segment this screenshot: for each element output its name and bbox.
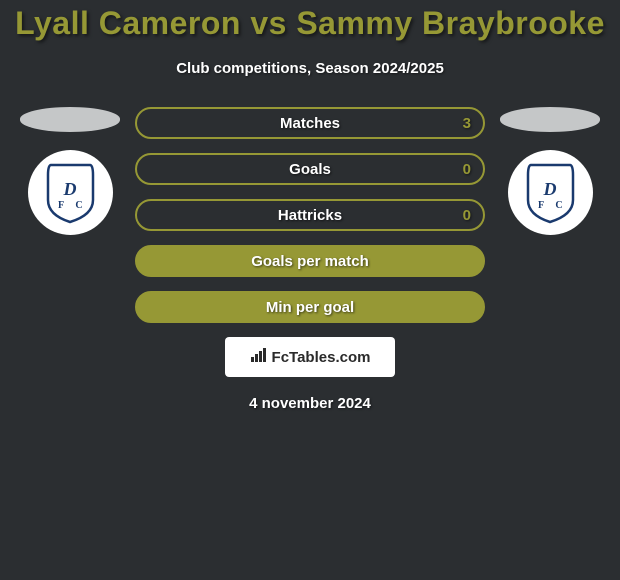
player-right-avatar bbox=[500, 107, 600, 132]
club-badge-left: D F C bbox=[28, 150, 113, 235]
brand-text: FcTables.com bbox=[272, 349, 371, 366]
player-left-avatar bbox=[20, 107, 120, 132]
stat-row-min-per-goal: Min per goal bbox=[135, 291, 485, 323]
stat-label: Hattricks bbox=[278, 207, 342, 224]
stat-row-goals-per-match: Goals per match bbox=[135, 245, 485, 277]
comparison-content: D F C Matches 3 Goals 0 Hattricks 0 Goal… bbox=[0, 107, 620, 412]
stat-label: Min per goal bbox=[266, 299, 354, 316]
chart-icon bbox=[250, 348, 268, 366]
stat-value-right: 0 bbox=[463, 207, 471, 224]
club-shield-icon: D F C bbox=[43, 160, 98, 225]
stat-label: Matches bbox=[280, 115, 340, 132]
snapshot-date: 4 november 2024 bbox=[135, 395, 485, 412]
stat-row-hattricks: Hattricks 0 bbox=[135, 199, 485, 231]
stat-row-matches: Matches 3 bbox=[135, 107, 485, 139]
svg-text:C: C bbox=[75, 200, 82, 211]
stat-label: Goals bbox=[289, 161, 331, 178]
stat-row-goals: Goals 0 bbox=[135, 153, 485, 185]
stat-value-right: 3 bbox=[463, 115, 471, 132]
svg-text:F: F bbox=[537, 200, 543, 211]
svg-text:D: D bbox=[62, 179, 76, 199]
club-badge-right: D F C bbox=[508, 150, 593, 235]
player-left-column: D F C bbox=[20, 107, 120, 235]
season-subtitle: Club competitions, Season 2024/2025 bbox=[0, 60, 620, 77]
svg-text:C: C bbox=[555, 200, 562, 211]
club-shield-icon: D F C bbox=[523, 160, 578, 225]
stat-value-right: 0 bbox=[463, 161, 471, 178]
comparison-title: Lyall Cameron vs Sammy Braybrooke bbox=[0, 5, 620, 42]
svg-text:F: F bbox=[57, 200, 63, 211]
svg-text:D: D bbox=[542, 179, 556, 199]
player-right-column: D F C bbox=[500, 107, 600, 235]
brand-logo: FcTables.com bbox=[225, 337, 395, 377]
stats-column: Matches 3 Goals 0 Hattricks 0 Goals per … bbox=[120, 107, 500, 412]
stat-label: Goals per match bbox=[251, 253, 369, 270]
